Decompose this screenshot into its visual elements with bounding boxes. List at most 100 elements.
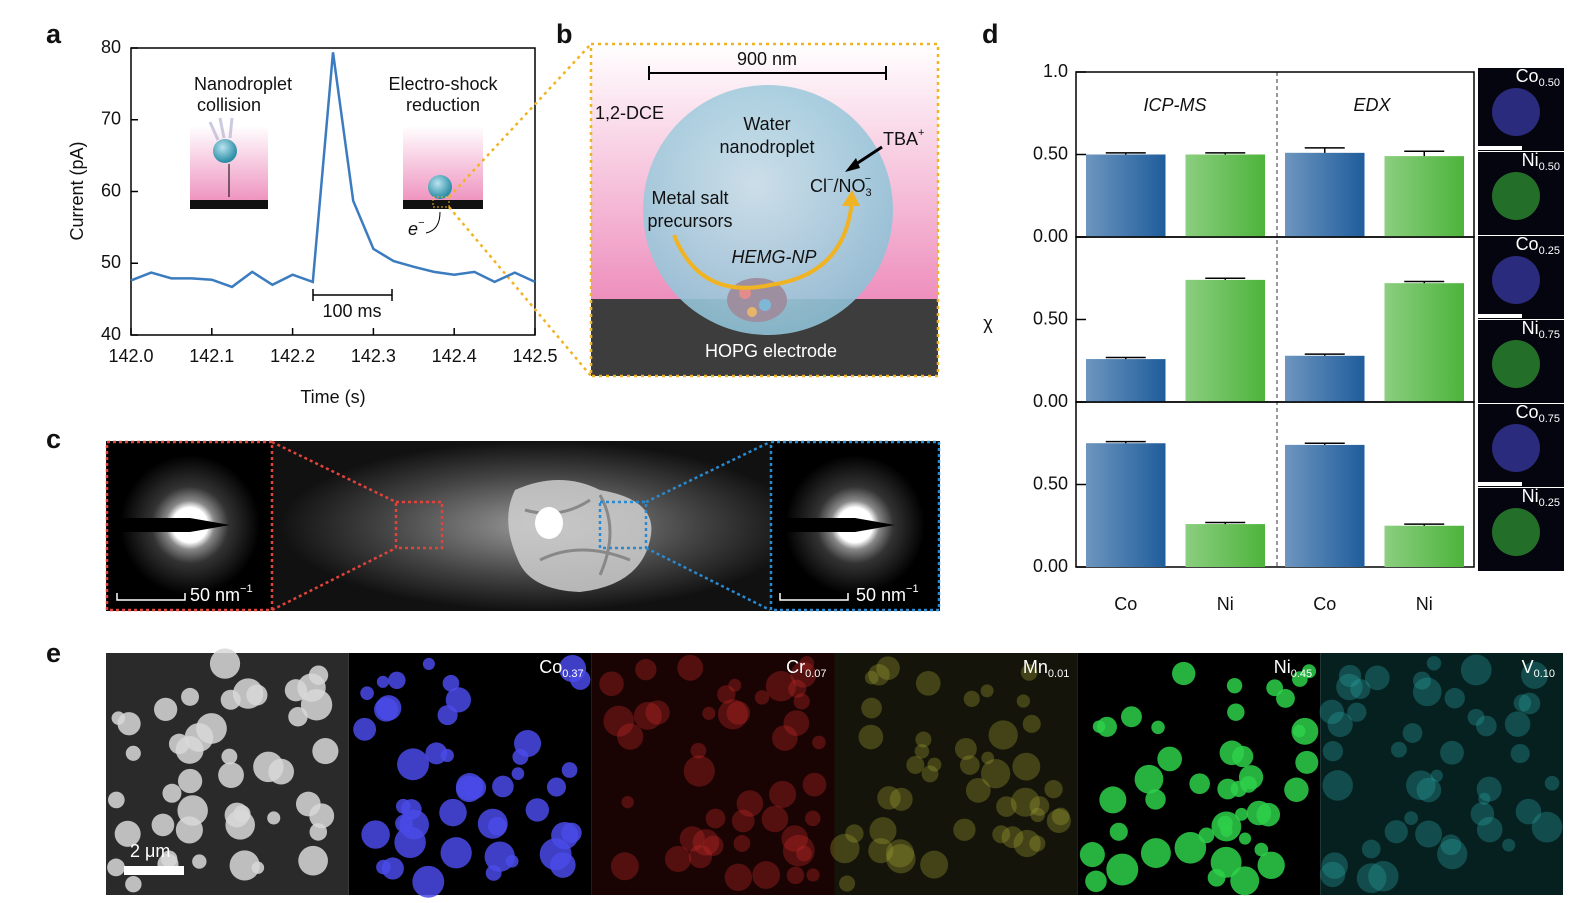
diagram-b bbox=[589, 42, 940, 378]
map-particle bbox=[111, 711, 126, 725]
map-particle bbox=[1518, 692, 1541, 715]
map-particle bbox=[1440, 740, 1464, 765]
map-label: Ni0.45 bbox=[1274, 657, 1312, 680]
x-tick-label: 142.0 bbox=[108, 346, 153, 366]
map-particle bbox=[980, 758, 1011, 789]
map-particle bbox=[268, 758, 295, 785]
map-particle bbox=[733, 835, 751, 852]
map-particle bbox=[980, 684, 994, 698]
map-particle bbox=[401, 799, 422, 820]
map-particle bbox=[683, 755, 715, 787]
map-particle bbox=[439, 798, 467, 827]
map-particle bbox=[1010, 787, 1040, 817]
map-particle bbox=[295, 791, 321, 817]
map-particle bbox=[927, 757, 942, 772]
scale-label: 50 nm−1 bbox=[856, 583, 919, 605]
map-particle bbox=[1404, 811, 1418, 826]
map-particle bbox=[1001, 826, 1024, 849]
map-particle bbox=[1460, 654, 1492, 686]
map-particle bbox=[1492, 508, 1540, 556]
element: Ni bbox=[1274, 657, 1291, 677]
map-particle bbox=[906, 755, 925, 774]
element: Mn bbox=[1023, 657, 1048, 677]
map-particle bbox=[761, 805, 789, 833]
y-axis-label: Current (pA) bbox=[67, 141, 87, 240]
subscript: 0.75 bbox=[1539, 329, 1560, 341]
annotation: collision bbox=[197, 95, 261, 115]
map-particle bbox=[1151, 720, 1165, 735]
map-label: Co0.25 bbox=[1516, 234, 1560, 257]
error-bar bbox=[1205, 521, 1246, 525]
x-tick-label: Co bbox=[1313, 594, 1336, 614]
bar-shine bbox=[1185, 279, 1265, 402]
bar-shine bbox=[1185, 154, 1265, 237]
map-particle bbox=[125, 745, 141, 761]
map-particle bbox=[1440, 834, 1462, 856]
map-particle bbox=[422, 657, 435, 670]
map-particle bbox=[790, 661, 817, 688]
map-particle bbox=[1384, 820, 1408, 844]
map-particle bbox=[633, 701, 662, 730]
map-particle bbox=[914, 744, 930, 759]
map-scale-bar bbox=[1478, 146, 1522, 150]
map-label: Ni0.25 bbox=[1522, 486, 1560, 509]
map-particle bbox=[1402, 723, 1423, 743]
map-particle bbox=[1044, 780, 1063, 799]
bar-shine bbox=[1285, 152, 1365, 237]
map-particle bbox=[125, 875, 142, 893]
map-particle bbox=[1475, 715, 1497, 737]
map-particle bbox=[1189, 773, 1210, 795]
map-label: Cr0.07 bbox=[786, 657, 826, 680]
error-bar bbox=[1404, 150, 1445, 157]
subscript: 0.25 bbox=[1539, 245, 1560, 257]
map-particle bbox=[635, 658, 657, 681]
map-particle bbox=[177, 768, 203, 794]
map-particle bbox=[175, 735, 204, 764]
error-bar bbox=[1105, 356, 1146, 360]
map-particle bbox=[963, 690, 980, 707]
map-particle bbox=[802, 772, 827, 797]
subscript: 0.37 bbox=[562, 668, 583, 680]
map-particle bbox=[251, 861, 265, 874]
map-particle bbox=[1013, 829, 1041, 858]
element: V bbox=[1522, 657, 1534, 677]
x-tick-label: Ni bbox=[1416, 594, 1433, 614]
map-particle bbox=[1320, 861, 1346, 888]
map-particle bbox=[1217, 778, 1239, 800]
map-particle bbox=[717, 685, 736, 704]
subscript: 0.01 bbox=[1048, 668, 1069, 680]
map-particle bbox=[1099, 786, 1127, 814]
map-particle bbox=[551, 821, 579, 850]
map-particle bbox=[783, 710, 810, 736]
map-particle bbox=[514, 729, 542, 757]
map-particle bbox=[965, 777, 991, 803]
map-particle bbox=[1513, 694, 1532, 712]
map-particle bbox=[1254, 842, 1269, 857]
map-particle bbox=[796, 845, 812, 862]
map-particle bbox=[1295, 750, 1319, 774]
map-label: Co0.37 bbox=[539, 657, 583, 680]
annotation: e− bbox=[408, 217, 425, 239]
map-particle bbox=[1227, 703, 1245, 721]
panel-label: d bbox=[982, 19, 999, 49]
y-tick-label: 70 bbox=[101, 109, 121, 129]
map-particle bbox=[1246, 800, 1272, 826]
map-particle bbox=[312, 737, 339, 765]
x-axis-label: Time (s) bbox=[300, 387, 365, 407]
map-particle bbox=[915, 731, 932, 748]
map-particle bbox=[1020, 664, 1038, 681]
map-particle bbox=[1235, 807, 1249, 821]
error-bar bbox=[1304, 353, 1345, 356]
map-particle bbox=[1492, 340, 1540, 388]
map-particle bbox=[679, 826, 705, 852]
map-particle bbox=[864, 670, 879, 685]
map-particle bbox=[1426, 656, 1442, 671]
map-particle bbox=[1022, 714, 1041, 733]
map-particle bbox=[1046, 808, 1071, 833]
map-particle bbox=[525, 798, 550, 822]
map-particle bbox=[1291, 717, 1319, 745]
map-particle bbox=[617, 723, 644, 750]
map-particle bbox=[1172, 661, 1196, 686]
